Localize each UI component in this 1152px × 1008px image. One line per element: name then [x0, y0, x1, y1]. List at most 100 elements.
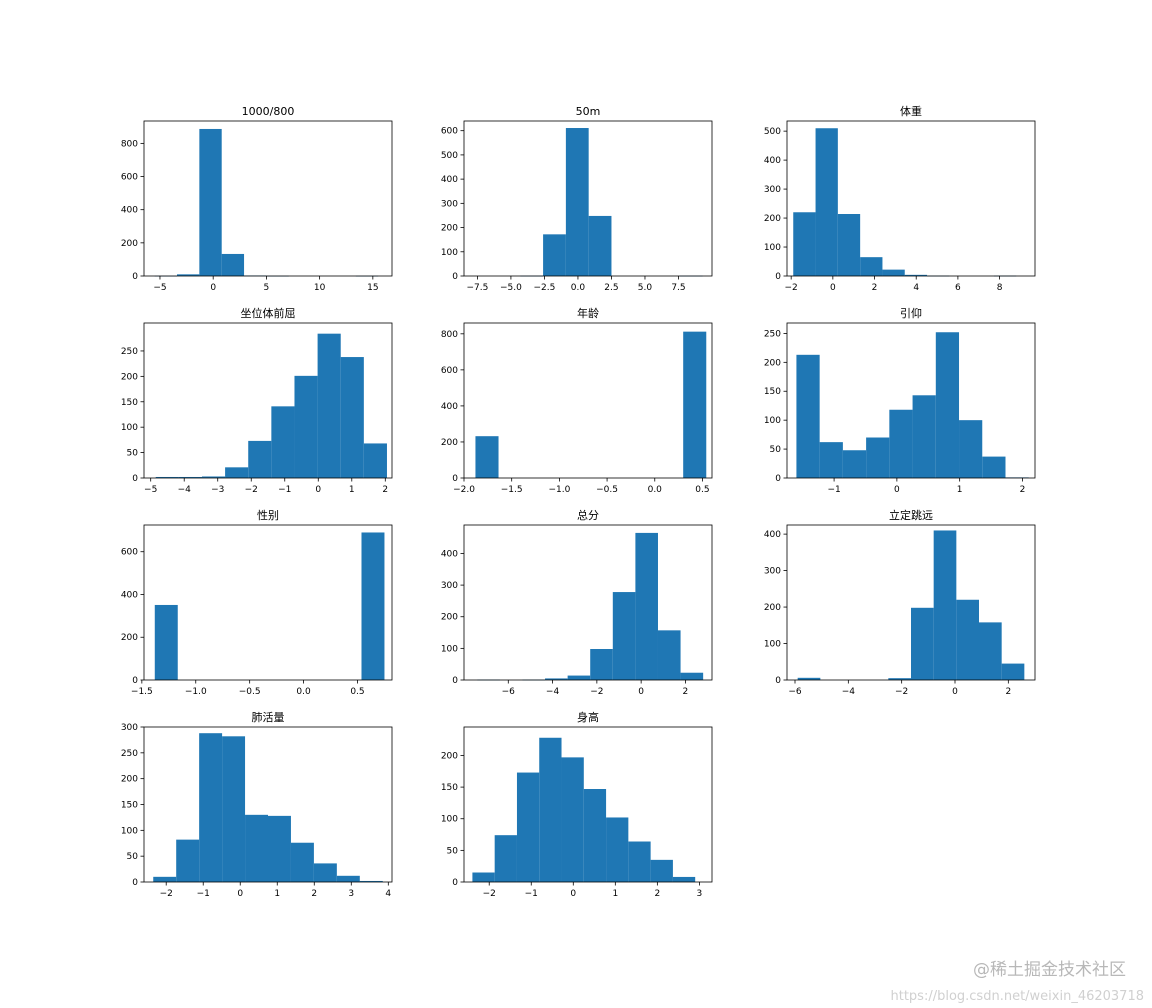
y-tick-label: 300 [441, 199, 458, 209]
x-tick-label: −4 [546, 687, 560, 697]
histogram-bar [313, 863, 337, 882]
y-tick-label: 600 [441, 127, 458, 137]
histogram-bar [904, 274, 928, 276]
x-tick-label: −1 [827, 485, 840, 495]
panel-title: 体重 [900, 104, 922, 118]
histogram-bar [912, 395, 936, 478]
histogram-bar [225, 467, 249, 478]
x-tick-label: 5 [264, 283, 270, 293]
y-tick-label: 100 [764, 243, 781, 253]
histogram-bar [882, 269, 905, 276]
y-tick-label: 250 [121, 749, 138, 759]
x-tick-label: 0 [315, 485, 321, 495]
x-tick-label: −4 [178, 485, 192, 495]
panel-title: 1000/800 [242, 105, 295, 118]
y-tick-label: 200 [764, 603, 781, 613]
histogram-bar [359, 880, 383, 882]
histogram-panel-5: −1 0 1 2 0 50 100 150 200 250 引仰 [764, 306, 1036, 495]
y-tick-label: 0 [452, 272, 458, 282]
x-tick-label: −1 [278, 485, 291, 495]
x-tick-label: 4 [913, 283, 919, 293]
x-tick-label: −2.5 [534, 283, 556, 293]
histogram-bar [866, 437, 890, 478]
x-tick-label: −2 [590, 687, 603, 697]
histogram-bar [1001, 663, 1025, 680]
y-tick-label: 150 [764, 387, 781, 397]
histogram-panel-1: −7.5 −5.0 −2.5 0.0 2.5 5.0 7.5 0 100 200 300 400 500… [441, 105, 713, 293]
histogram-bar [155, 476, 179, 478]
y-tick-label: 200 [441, 613, 458, 623]
x-tick-label: 2 [1005, 687, 1011, 697]
x-tick-label: −2 [160, 889, 173, 899]
x-tick-label: −0.5 [596, 485, 618, 495]
y-tick-label: 0 [775, 676, 781, 686]
x-tick-label: −6 [502, 687, 516, 697]
x-tick-label: 4 [385, 889, 391, 899]
histogram-panel-3: −5 −4 −3 −2 −1 0 1 2 0 50 100 150 200 250 坐位体前屈 [121, 306, 393, 495]
y-tick-label: 500 [764, 127, 781, 137]
y-tick-label: 150 [121, 801, 138, 811]
histogram-bar [567, 675, 591, 680]
x-tick-label: 2.5 [604, 283, 618, 293]
histogram-bar [628, 841, 651, 882]
histogram-bar [888, 678, 911, 680]
y-tick-label: 100 [441, 248, 458, 258]
x-tick-label: −5.0 [500, 283, 522, 293]
y-tick-label: 400 [764, 530, 781, 540]
panel-title: 立定跳远 [889, 508, 933, 522]
histogram-panel-7: −6 −4 −2 0 2 0 100 200 300 400 总分 [441, 508, 713, 697]
histogram-bar [363, 443, 387, 478]
x-tick-label: 1 [349, 485, 355, 495]
y-tick-label: 600 [121, 173, 138, 183]
x-tick-label: −1.5 [131, 687, 153, 697]
histogram-panel-8: −6 −4 −2 0 2 0 100 200 300 400 立定跳远 [764, 508, 1036, 697]
x-tick-label: −2 [483, 889, 496, 899]
x-tick-label: −2 [245, 485, 258, 495]
histogram-bar [590, 649, 613, 680]
x-tick-label: 10 [314, 283, 326, 293]
axes-frame [786, 322, 1036, 479]
y-tick-label: 0 [132, 878, 138, 888]
x-tick-label: 6 [955, 283, 961, 293]
y-tick-label: 100 [121, 423, 138, 433]
histogram-bar [245, 814, 268, 882]
panel-title: 肺活量 [252, 711, 285, 724]
panel-title: 50m [576, 105, 601, 118]
y-tick-label: 100 [121, 826, 138, 836]
y-tick-label: 0 [132, 272, 138, 282]
y-tick-label: 600 [441, 366, 458, 376]
y-tick-label: 800 [441, 330, 458, 340]
axes-frame [786, 524, 1036, 681]
axes-frame [463, 322, 713, 479]
x-tick-label: −2 [785, 283, 798, 293]
y-tick-label: 50 [770, 445, 782, 455]
y-tick-label: 250 [121, 347, 138, 357]
y-tick-label: 150 [121, 398, 138, 408]
x-tick-label: 0.5 [695, 485, 709, 495]
axes-frame [786, 120, 1036, 277]
histogram-bar [935, 332, 960, 478]
histogram-bar [271, 406, 295, 478]
panel-title: 引仰 [900, 306, 922, 320]
panel-title: 年龄 [577, 306, 599, 320]
histogram-bar [815, 128, 838, 276]
histogram-bar [933, 530, 957, 680]
y-tick-label: 400 [441, 175, 458, 185]
x-tick-label: 2 [654, 889, 660, 899]
histogram-bar [361, 532, 385, 680]
histogram-bar [842, 450, 867, 478]
y-tick-label: 300 [764, 185, 781, 195]
x-tick-label: 0.0 [648, 485, 663, 495]
x-tick-label: 0 [638, 687, 644, 697]
histogram-bar [248, 440, 272, 478]
x-tick-label: −0.5 [239, 687, 261, 697]
axes-frame [143, 322, 393, 479]
panel-title: 身高 [577, 710, 599, 724]
x-tick-label: 0 [210, 283, 216, 293]
histogram-bar [565, 128, 589, 276]
histogram-bar [472, 872, 495, 882]
histogram-bar [837, 214, 861, 276]
histogram-bar [475, 436, 499, 478]
histogram-bar [539, 737, 562, 882]
y-tick-label: 800 [121, 139, 138, 149]
